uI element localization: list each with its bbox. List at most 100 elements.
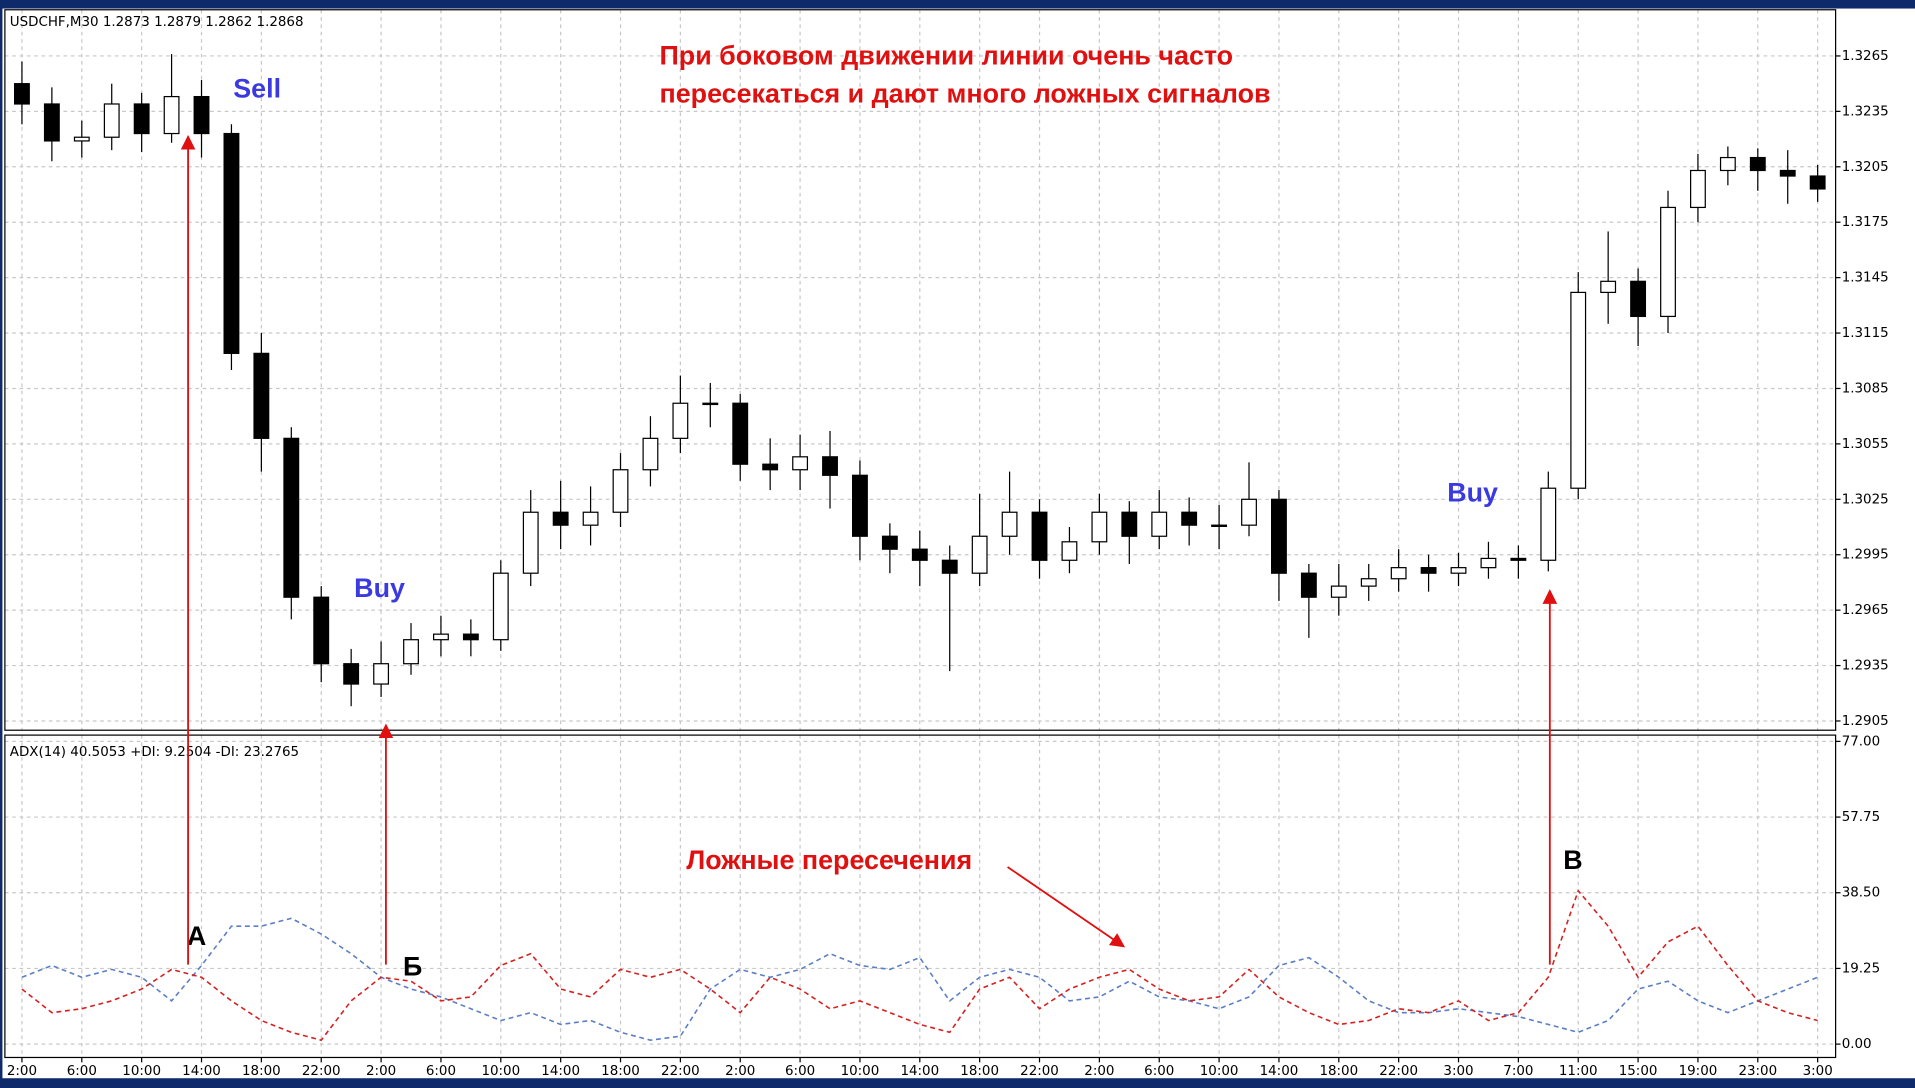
x-tick-label: 22:00: [1379, 1064, 1418, 1079]
y-tick-label: 1.2905: [1842, 714, 1889, 729]
x-tick-label: 15:00: [1619, 1064, 1658, 1079]
candle-body: [1241, 498, 1257, 526]
x-tick-label: 3:00: [1803, 1064, 1833, 1079]
x-tick-label: 7:00: [1503, 1064, 1533, 1079]
candle-body: [1300, 572, 1317, 598]
candle-body: [1779, 169, 1796, 177]
x-tick-label: 6:00: [1144, 1064, 1174, 1079]
y-tick-label: 38.50: [1842, 886, 1880, 901]
candle-body: [14, 83, 30, 105]
indicator-header: ADX(14) 40.5053 +DI: 9.2504 -DI: 23.2765: [10, 745, 299, 760]
x-tick-label: 10:00: [1200, 1064, 1239, 1079]
candle-body: [1121, 511, 1138, 537]
candle-body: [702, 402, 719, 406]
y-tick-label: 1.3175: [1842, 215, 1889, 230]
y-tick-label: 1.3145: [1842, 271, 1889, 286]
x-tick-label: 18:00: [960, 1064, 999, 1079]
candle-body: [1809, 175, 1826, 190]
y-tick-label: 1.3265: [1842, 49, 1889, 64]
y-tick-label: 1.3115: [1842, 326, 1889, 341]
candle-body: [642, 437, 659, 471]
title-line: При боковом движении линии очень часто: [660, 40, 1234, 70]
candle-body: [1630, 280, 1647, 318]
candle-body: [732, 402, 749, 465]
candle-body: [313, 596, 330, 665]
x-tick-label: 2:00: [7, 1064, 37, 1079]
y-tick-label: 0.00: [1842, 1037, 1872, 1052]
price-header: USDCHF,M30 1.2873 1.2879 1.2862 1.2868: [10, 15, 304, 30]
candle-body: [1271, 498, 1287, 574]
y-tick-label: 1.2995: [1842, 548, 1889, 563]
y-tick-label: 1.3055: [1842, 437, 1889, 452]
candle-body: [43, 103, 60, 142]
candle-body: [343, 663, 360, 685]
x-tick-label: 23:00: [1738, 1064, 1777, 1079]
x-tick-label: 2:00: [1084, 1064, 1114, 1079]
x-tick-label: 18:00: [242, 1064, 281, 1079]
candle-body: [73, 136, 90, 142]
candle-body: [1570, 291, 1587, 489]
y-tick-label: 1.3025: [1842, 492, 1889, 507]
x-tick-label: 18:00: [1319, 1064, 1358, 1079]
candle-body: [1151, 511, 1168, 537]
point-label: В: [1563, 845, 1582, 875]
candle-body: [1600, 280, 1617, 294]
candle-body: [1719, 156, 1736, 172]
x-tick-label: 14:00: [1260, 1064, 1299, 1079]
candle-body: [941, 559, 958, 574]
x-tick-label: 6:00: [426, 1064, 456, 1079]
candle-body: [253, 352, 270, 439]
candle-body: [1540, 487, 1557, 561]
candle-body: [283, 437, 300, 598]
candle-body: [1450, 567, 1467, 574]
candle-body: [911, 548, 928, 561]
x-tick-label: 6:00: [67, 1064, 97, 1079]
candle-body: [792, 456, 809, 471]
x-tick-label: 14:00: [900, 1064, 939, 1079]
x-tick-label: 19:00: [1679, 1064, 1718, 1079]
x-tick-label: 2:00: [725, 1064, 755, 1079]
arrows: [180, 134, 1558, 965]
x-tick-label: 22:00: [302, 1064, 341, 1079]
x-tick-label: 3:00: [1443, 1064, 1473, 1079]
candle-body: [1360, 578, 1377, 587]
y-tick-label: 1.2935: [1842, 659, 1889, 674]
signal-label: Sell: [233, 73, 281, 103]
candle-body: [822, 456, 838, 476]
y-tick-label: 19.25: [1842, 961, 1880, 976]
x-tick-label: 6:00: [785, 1064, 815, 1079]
candle-body: [971, 535, 988, 574]
indicator-line: [21, 889, 1818, 1042]
x-tick-label: 22:00: [661, 1064, 700, 1079]
point-label: Б: [403, 951, 422, 981]
candle-body: [762, 463, 779, 471]
y-tick-label: 77.00: [1842, 734, 1880, 749]
candle-body: [1420, 567, 1437, 574]
y-tick-label: 1.3205: [1842, 160, 1889, 175]
y-tick-label: 1.3085: [1842, 381, 1889, 396]
candle-body: [103, 103, 120, 138]
x-tick-label: 10:00: [841, 1064, 880, 1079]
candle-body: [1690, 169, 1706, 209]
candle-body: [1510, 557, 1527, 561]
candle-body: [552, 511, 569, 526]
signal-label: Buy: [1447, 478, 1498, 508]
indicator-line: [21, 917, 1818, 1041]
candle-body: [1061, 541, 1078, 561]
candle-body: [522, 511, 539, 574]
candle-body: [1390, 567, 1407, 580]
candle-body: [1211, 524, 1228, 527]
x-tick-label: 22:00: [1020, 1064, 1059, 1079]
candle-body: [462, 633, 479, 641]
y-tick-label: 1.2965: [1842, 603, 1889, 618]
arrow: [1007, 866, 1126, 948]
candle-body: [1181, 511, 1198, 526]
y-tick-label: 1.3235: [1842, 104, 1889, 119]
y-tick-label: 57.75: [1842, 810, 1880, 825]
candle-body: [163, 95, 180, 135]
annotation: Ложные пересечения: [686, 845, 972, 875]
candle-body: [193, 95, 210, 135]
candle-body: [612, 469, 629, 513]
x-tick-label: 11:00: [1559, 1064, 1598, 1079]
